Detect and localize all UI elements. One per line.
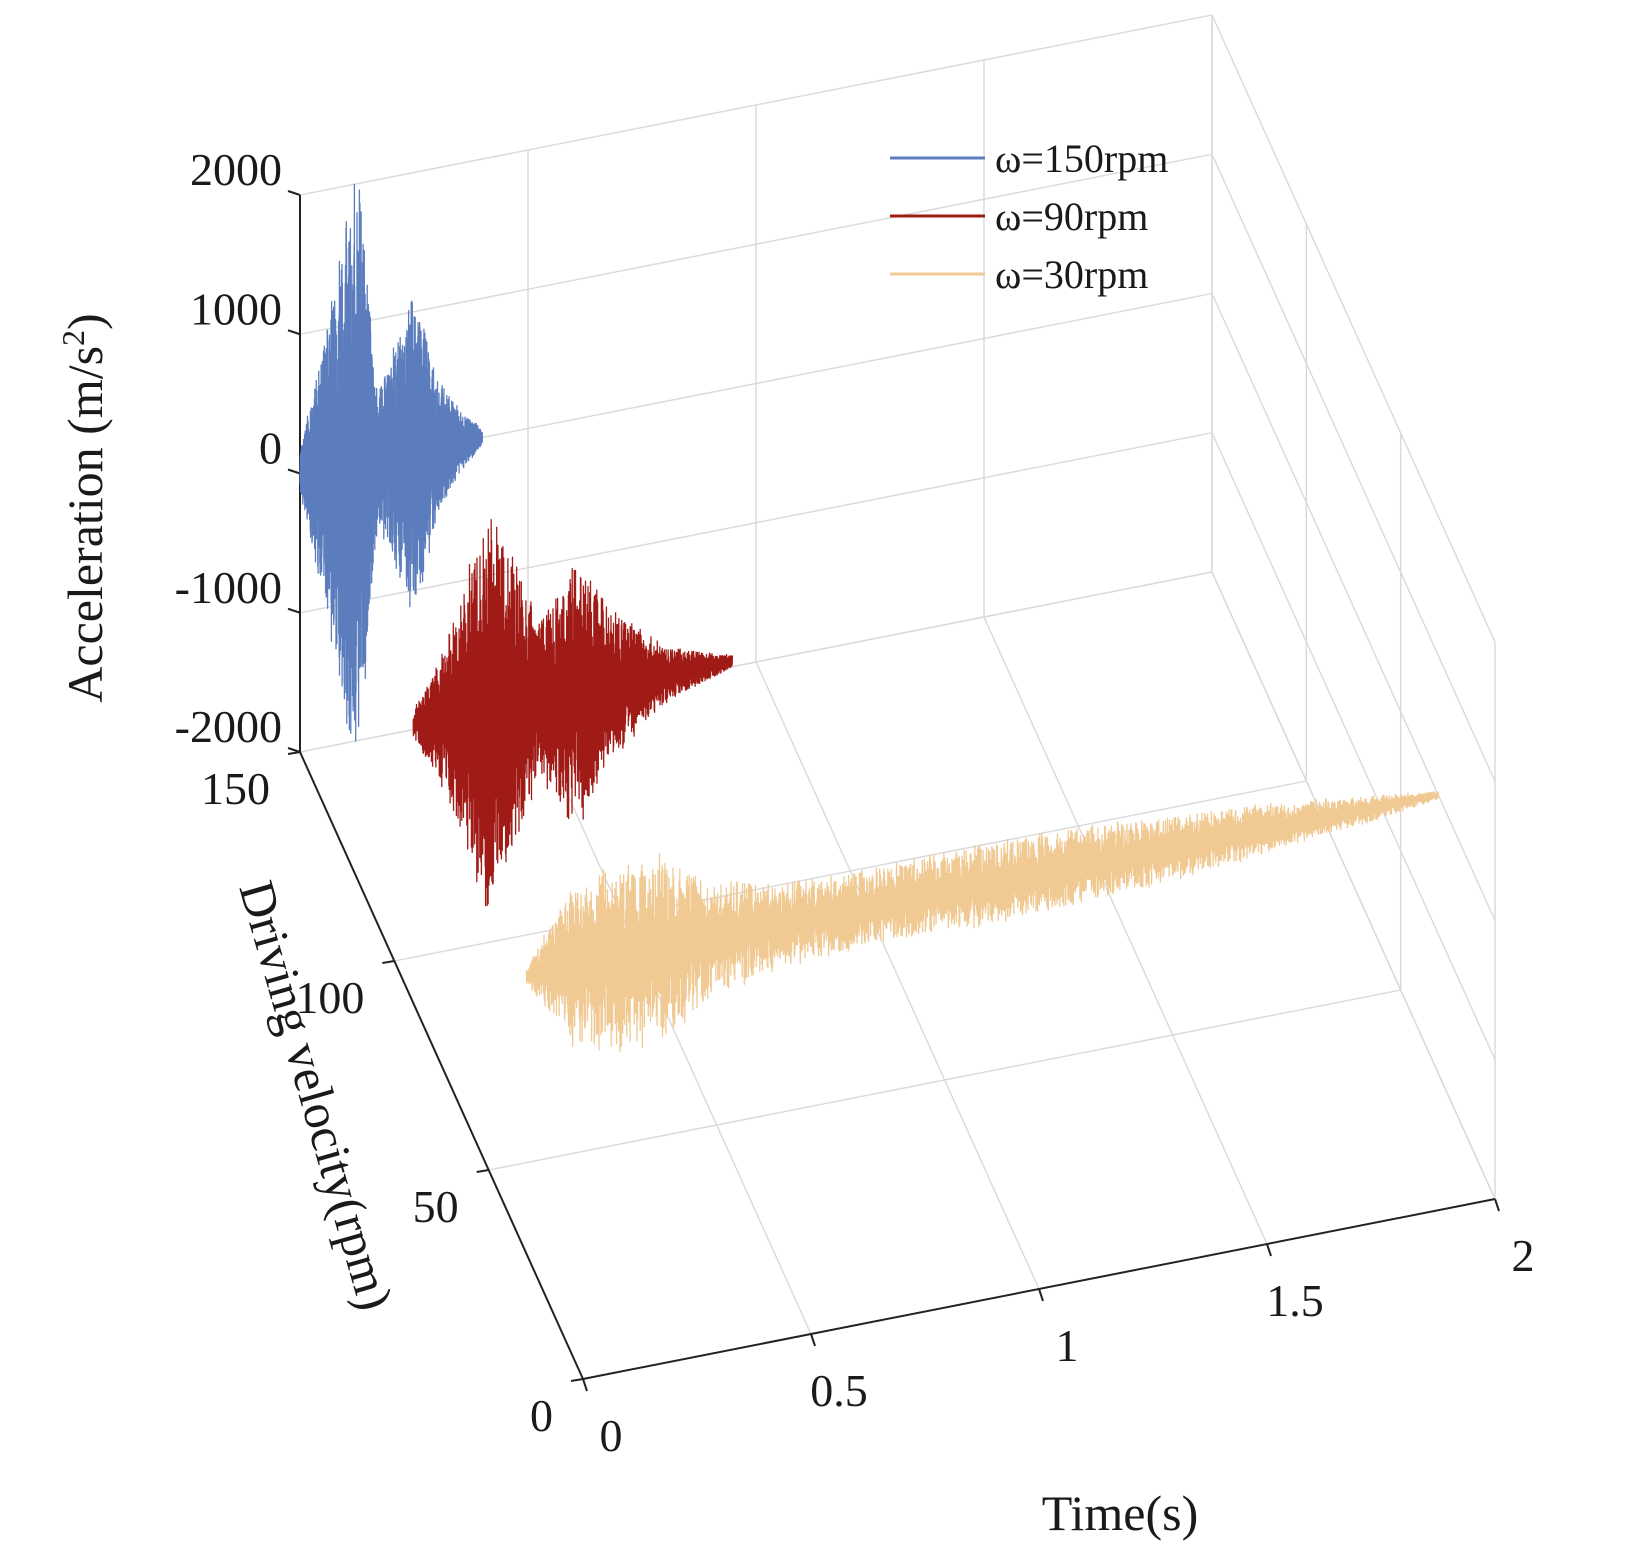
x-tick-label: 1 — [1056, 1320, 1079, 1371]
x-axis-label: Time(s) — [1042, 1485, 1199, 1541]
series-line-90rpm — [412, 518, 734, 907]
grid-line — [527, 706, 812, 1335]
x-tick-mark — [582, 1378, 588, 1392]
legend-label: ω=30rpm — [995, 252, 1148, 297]
y-tick-label: 150 — [201, 763, 270, 814]
z-tick-mark — [287, 329, 301, 336]
x-tick-label: 0.5 — [810, 1365, 868, 1416]
y-axis-line — [299, 751, 584, 1380]
z-tick-mark — [287, 747, 301, 753]
grid-line — [1211, 14, 1496, 643]
legend: ω=150rpm ω=90rpm ω=30rpm — [890, 136, 1168, 297]
grid-line — [299, 153, 1213, 335]
legend-label: ω=90rpm — [995, 194, 1148, 239]
legend-label: ω=150rpm — [995, 136, 1168, 181]
z-axis-label-superscript: 2 — [55, 330, 91, 346]
x-tick-mark — [1038, 1288, 1044, 1302]
z-tick-label: 2000 — [190, 144, 282, 195]
x-tick-mark — [1266, 1243, 1272, 1257]
y-tick-mark — [476, 1169, 489, 1173]
x-tick-label: 0 — [600, 1410, 623, 1461]
y-tick-label: 0 — [530, 1390, 553, 1441]
x-tick-mark — [810, 1333, 816, 1347]
tick-labels: 0 0.5 1 1.5 2 0 50 100 150 -2000 -1000 0 1000 2000 — [175, 144, 1535, 1461]
z-tick-label: 1000 — [190, 283, 282, 334]
grid-line — [1211, 293, 1496, 921]
z-axis-label-main: Acceleration (m/s — [57, 346, 113, 703]
z-tick-mark — [287, 607, 301, 614]
y-tick-label: 50 — [413, 1181, 459, 1232]
z-tick-label: 0 — [259, 423, 282, 474]
series-line-30rpm — [525, 790, 1440, 1053]
z-tick-label: -1000 — [175, 562, 282, 613]
grid-line — [299, 14, 1213, 196]
y-tick-mark — [570, 1378, 584, 1382]
z-tick-mark — [287, 190, 301, 196]
x-tick-label: 2 — [1512, 1230, 1535, 1281]
grid-line — [1211, 432, 1496, 1061]
grid-line — [299, 432, 1213, 614]
z-tick-label: -2000 — [175, 701, 282, 752]
x-tick-mark — [1494, 1198, 1500, 1212]
y-tick-mark — [382, 960, 395, 964]
y-tick-label: 100 — [295, 972, 364, 1023]
z-tick-mark — [287, 468, 301, 475]
grid-line — [983, 616, 1268, 1245]
grid-line — [488, 989, 1401, 1171]
grid-line — [755, 661, 1040, 1290]
x-tick-label: 1.5 — [1266, 1275, 1324, 1326]
series-layer — [299, 183, 1440, 1053]
z-axis-label: Acceleration (m/s2) — [55, 313, 113, 702]
y-axis-label: Driving velocity(rpm) — [228, 875, 404, 1316]
grid-line — [394, 780, 1307, 962]
series-line-150rpm — [299, 183, 484, 742]
grid-line — [1211, 571, 1496, 1200]
grid-line — [1211, 153, 1496, 782]
z-axis-label-end: ) — [57, 313, 113, 330]
